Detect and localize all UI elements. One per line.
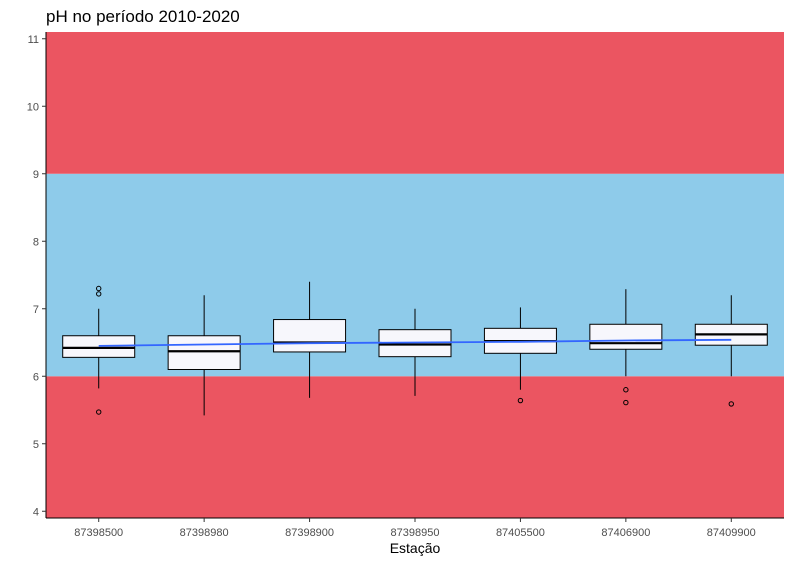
box-group-87406900 (589, 289, 663, 406)
outlier-point (96, 409, 102, 415)
box (167, 335, 241, 370)
outlier-point (96, 291, 102, 297)
box (589, 323, 663, 350)
box-group-87398500 (62, 285, 136, 415)
chart-title: pH no período 2010-2020 (46, 7, 240, 26)
x-tick-label: 87398900 (285, 527, 334, 539)
background-band-2 (46, 32, 784, 174)
box (273, 319, 347, 353)
y-tick-label: 5 (33, 439, 39, 451)
outlier-point (623, 387, 629, 393)
y-tick-label: 8 (33, 236, 39, 248)
y-tick-label: 9 (33, 169, 39, 181)
y-tick-label: 10 (27, 101, 39, 113)
x-tick-label: 87406900 (601, 527, 650, 539)
x-tick-label: 87398980 (180, 527, 229, 539)
outlier-point (96, 285, 102, 292)
box (62, 335, 136, 358)
outlier-point (517, 397, 524, 404)
x-tick-label: 87398500 (74, 527, 123, 539)
outlier-point (728, 401, 734, 407)
x-tick-label: 87405500 (496, 527, 545, 539)
x-axis-title: Estação (390, 540, 441, 556)
background-band-0 (46, 376, 784, 518)
trend-line (98, 338, 732, 347)
x-tick-label: 87398950 (391, 527, 440, 539)
y-tick-label: 4 (33, 506, 39, 518)
x-tick-label: 87409900 (707, 527, 756, 539)
y-tick-label: 7 (33, 304, 39, 316)
y-tick-label: 6 (33, 371, 39, 383)
y-tick-label: 11 (28, 34, 39, 46)
box-group-87398980 (167, 295, 241, 416)
outlier-point (623, 399, 629, 406)
